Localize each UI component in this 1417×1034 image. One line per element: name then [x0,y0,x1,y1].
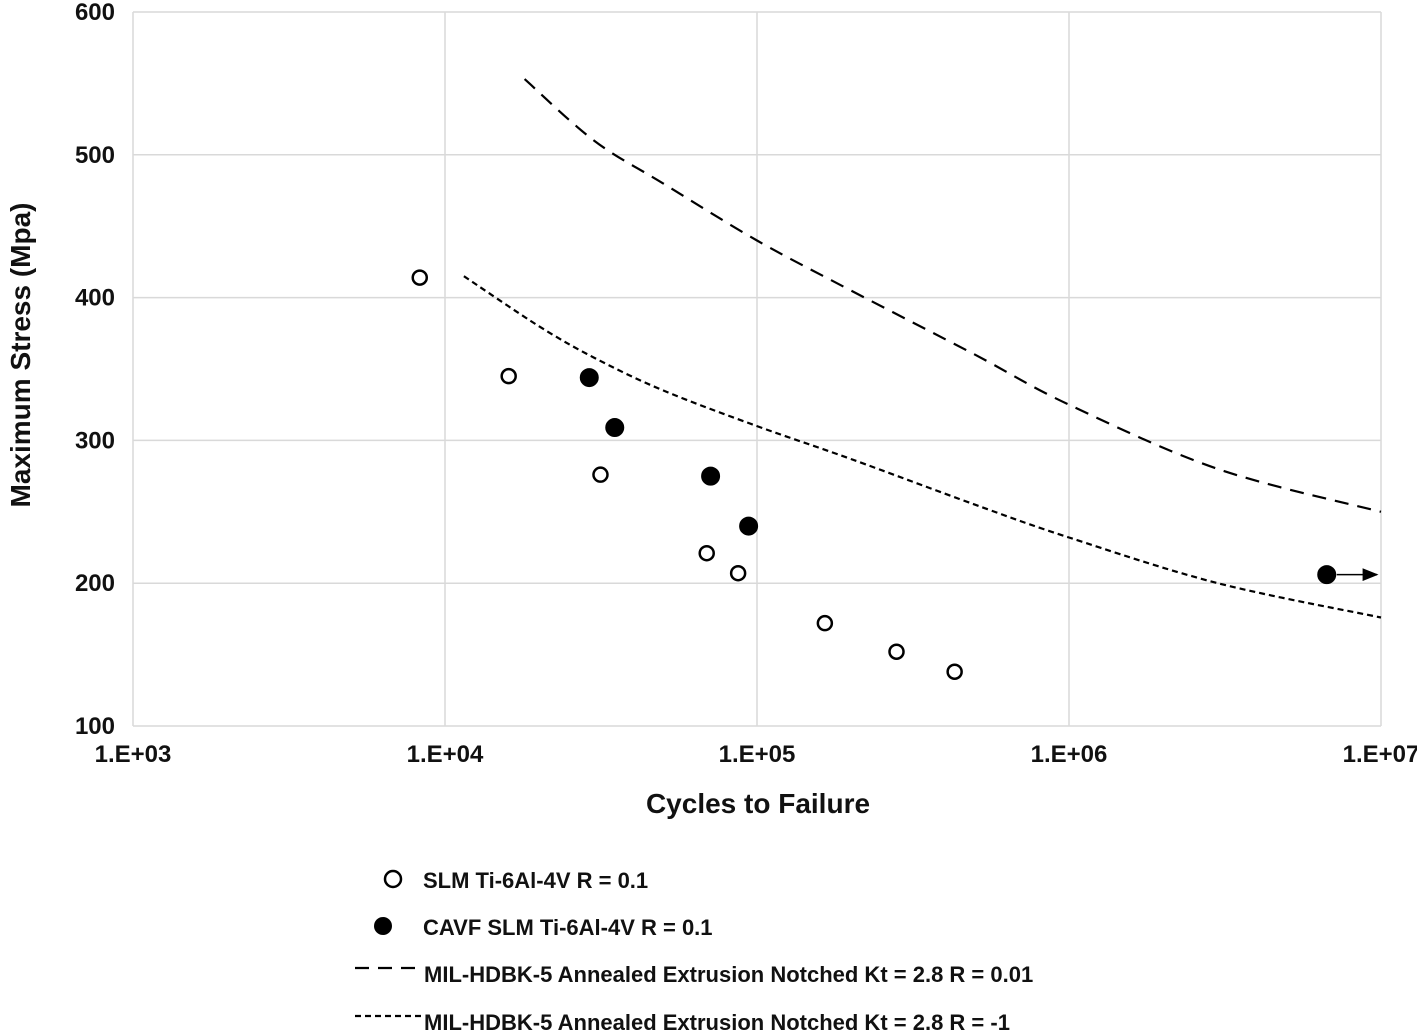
legend-marker-filled [374,917,392,935]
y-axis-title: Maximum Stress (Mpa) [5,203,36,508]
y-tick-label: 600 [75,0,115,26]
legend-marker-open [383,869,403,889]
data-point-open [946,663,963,680]
y-tick-label: 200 [75,570,115,597]
data-point-filled [1317,565,1337,585]
data-point-open [698,544,715,562]
data-point-open [411,269,429,286]
legend-label: MIL-HDBK-5 Annealed Extrusion Notched Kt… [424,962,1033,987]
x-axis-title: Cycles to Failure [646,788,870,819]
data-point-open [500,367,517,385]
legend-label: CAVF SLM Ti-6Al-4V R = 0.1 [423,915,713,940]
legend-label: SLM Ti-6Al-4V R = 0.1 [423,868,648,893]
x-tick-label: 1.E+06 [1031,741,1108,768]
y-tick-label: 100 [75,713,115,740]
reference-curves [463,78,1382,619]
data-points [411,269,1379,680]
x-tick-label: 1.E+04 [407,741,484,768]
data-point-filled [605,418,625,438]
x-tick-label: 1.E+05 [719,741,796,768]
tick-labels: 1.E+03 1.E+04 1.E+05 1.E+06 1.E+07 100 200 300 4… [75,0,1417,768]
y-tick-label: 400 [75,285,115,312]
data-point-open [592,466,609,483]
x-tick-label: 1.E+03 [95,741,172,768]
data-point-filled [701,466,721,486]
data-point-open [888,643,905,660]
y-tick-label: 300 [75,427,115,454]
data-point-open [729,564,747,582]
data-point-open [816,614,834,632]
data-point-filled [739,516,759,536]
legend: SLM Ti-6Al-4V R = 0.1 CAVF SLM Ti-6Al-4V … [355,868,1033,1034]
grid-lines [132,11,1382,727]
legend-label: MIL-HDBK-5 Annealed Extrusion Notched Kt… [424,1010,1010,1034]
data-point-filled [579,368,599,388]
reference-curve-2 [523,78,1382,513]
y-tick-label: 500 [75,142,115,169]
x-tick-label: 1.E+07 [1343,741,1417,768]
